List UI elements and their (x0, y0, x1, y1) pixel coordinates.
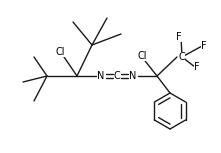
Text: C: C (114, 71, 120, 81)
Text: C: C (179, 52, 185, 62)
Text: F: F (201, 41, 207, 51)
Text: N: N (129, 71, 137, 81)
Text: F: F (194, 62, 200, 72)
Text: Cl: Cl (55, 47, 65, 57)
Text: Cl: Cl (137, 51, 147, 61)
Text: F: F (176, 32, 182, 42)
Text: N: N (97, 71, 105, 81)
